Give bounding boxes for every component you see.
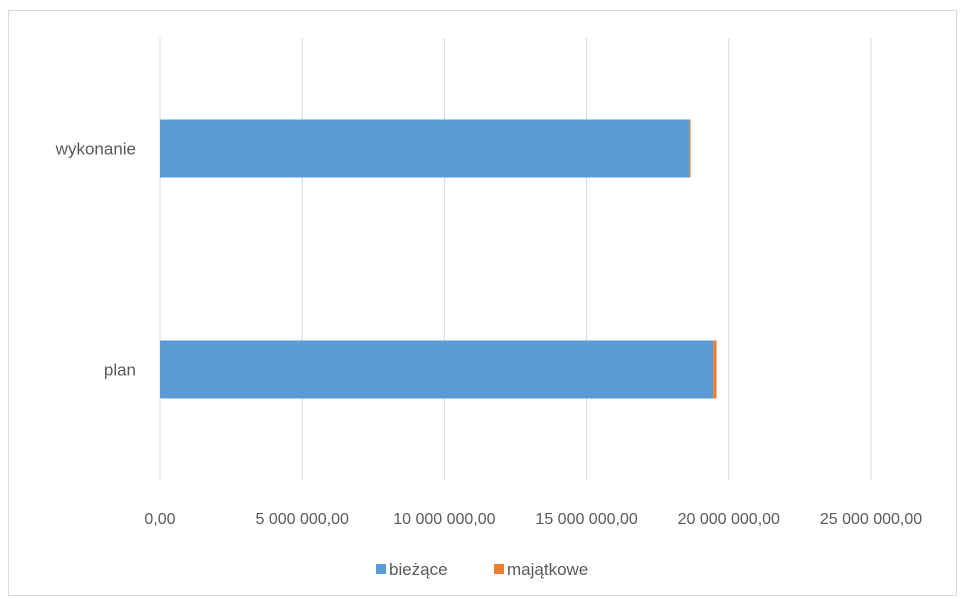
x-tick-label-2: 10 000 000,00 [393,511,495,528]
x-tick-label-5: 25 000 000,00 [820,511,922,528]
legend-swatch-1 [494,564,504,574]
x-tick-label-1: 5 000 000,00 [255,511,349,528]
bar-plan-1 [713,340,717,399]
category-label-wykonanie: wykonanie [55,140,136,159]
chart-frame [8,10,957,596]
category-label-plan: plan [104,361,136,380]
legend-label-0: bieżące [389,560,448,579]
x-tick-label-4: 20 000 000,00 [678,511,780,528]
bar-wykonanie-1 [689,119,691,178]
legend-label-1: majątkowe [507,560,588,579]
bar-plan-0 [160,340,714,399]
bar-wykonanie-0 [160,119,690,178]
legend-swatch-0 [376,564,386,574]
x-tick-label-3: 15 000 000,00 [535,511,637,528]
x-tick-label-0: 0,00 [144,511,175,528]
